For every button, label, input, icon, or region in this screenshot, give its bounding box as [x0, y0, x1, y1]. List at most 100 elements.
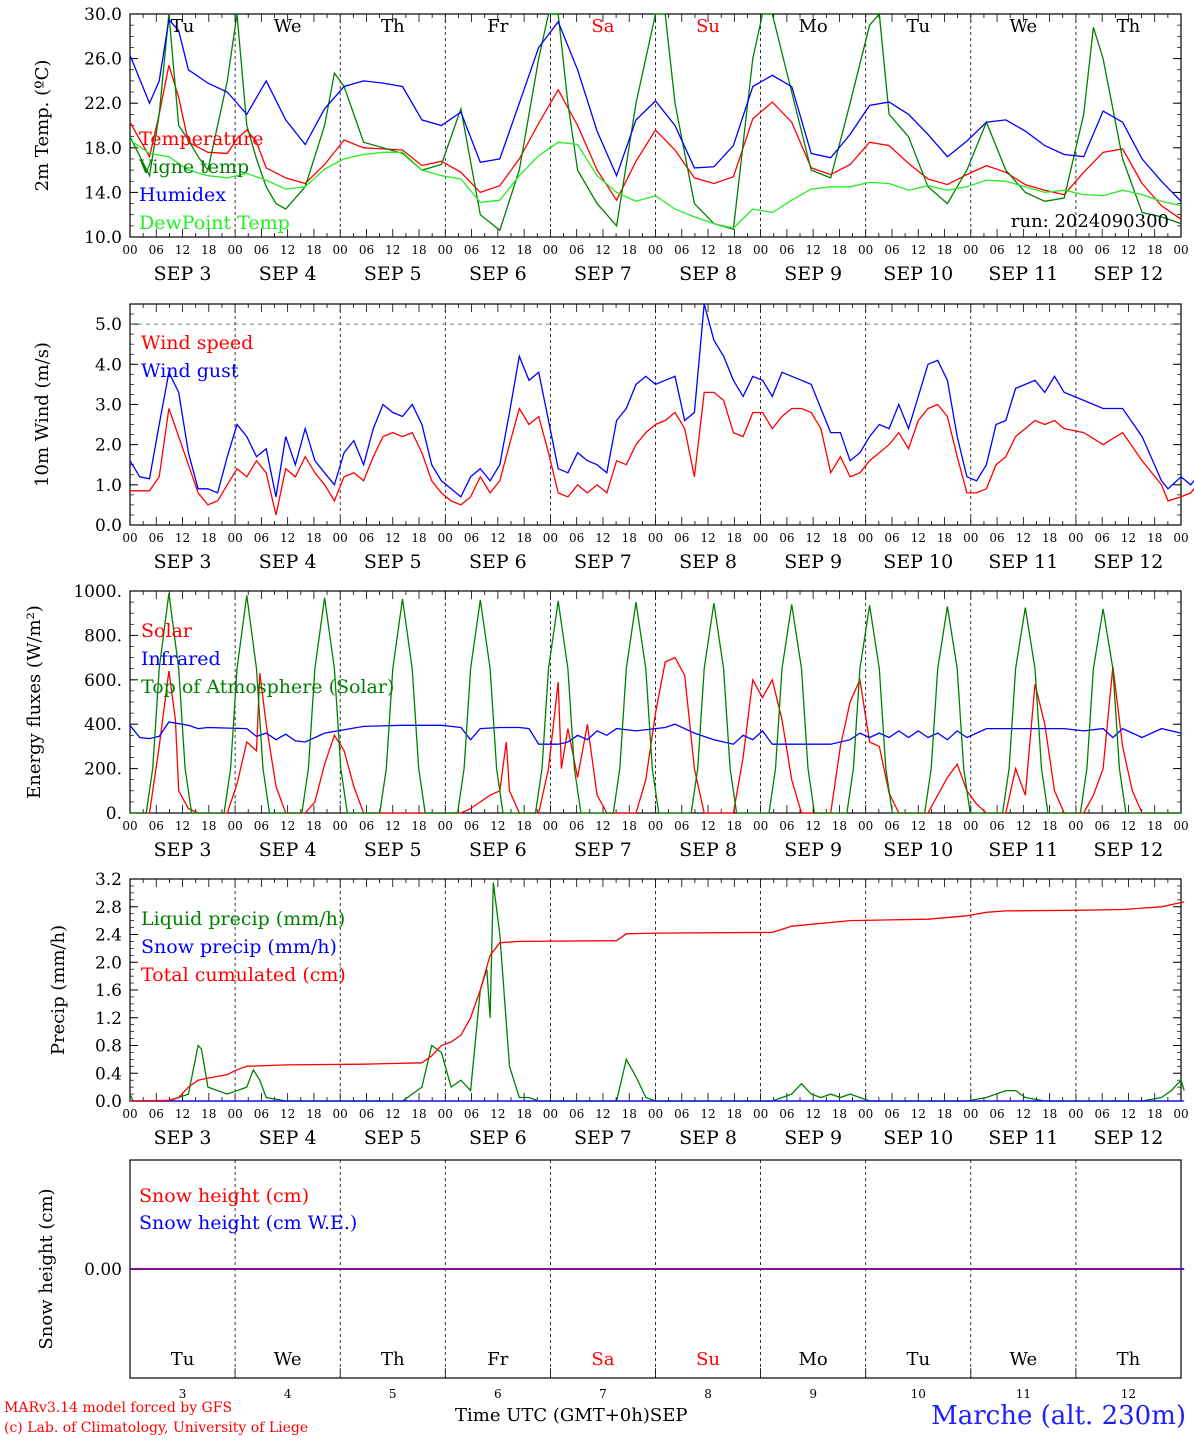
hour-tick-label: 00: [438, 243, 453, 257]
hour-tick-label: 06: [254, 1107, 269, 1121]
hour-tick-label: 00: [1068, 1107, 1083, 1121]
precip-legend-snow-precip-mm-h-: Snow precip (mm/h): [141, 936, 337, 958]
hour-tick-label: 06: [779, 531, 794, 545]
hour-tick-label: 18: [201, 1107, 216, 1121]
hour-tick-label: 06: [464, 819, 479, 833]
date-label: SEP 10: [883, 1127, 953, 1149]
hour-tick-label: 06: [149, 531, 164, 545]
hour-tick-label: 18: [727, 531, 742, 545]
precip-ytick-label: 2.0: [95, 953, 122, 973]
hour-tick-label: 18: [306, 1107, 321, 1121]
panel-wind: [129, 303, 1194, 526]
hour-tick-label: 06: [569, 1107, 584, 1121]
hour-tick-label: 12: [700, 1107, 715, 1121]
hour-tick-label: 12: [1016, 819, 1031, 833]
hour-tick-label: 00: [648, 1107, 663, 1121]
precip-ytick-label: 2.4: [95, 926, 122, 946]
temp-frame: [129, 13, 1182, 238]
snow-legend-snow-height-cm-: Snow height (cm): [139, 1185, 309, 1207]
date-label: SEP 6: [469, 1127, 527, 1149]
hour-tick-label: 12: [280, 243, 295, 257]
energy-series-infrared: [129, 721, 1182, 745]
hour-tick-label: 00: [1068, 819, 1083, 833]
hour-tick-label: 06: [149, 243, 164, 257]
precip-ylabel: Precip (mm/h): [48, 925, 69, 1055]
hour-tick-label: 12: [490, 1107, 505, 1121]
hour-tick-label: 00: [227, 531, 242, 545]
hour-tick-label: 12: [1016, 1107, 1031, 1121]
date-label: SEP 8: [679, 263, 737, 285]
hour-tick-label: 00: [227, 1107, 242, 1121]
time-axis-title: Time UTC (GMT+0h): [455, 1405, 650, 1426]
precip-ytick-label: 1.6: [95, 981, 122, 1001]
date-label: SEP 12: [1094, 551, 1164, 573]
wind-legend-wind-speed: Wind speed: [141, 332, 253, 354]
temp-legend-dewpoint-temp: DewPoint Temp: [139, 212, 290, 234]
month-label: SEP: [649, 1405, 688, 1426]
hour-tick-label: 18: [832, 1107, 847, 1121]
date-label: SEP 5: [364, 1127, 422, 1149]
temp-legend-temperature: Temperature: [139, 128, 263, 150]
hour-tick-label: 12: [175, 819, 190, 833]
panel-energy: [129, 590, 1182, 814]
date-label: SEP 9: [784, 263, 842, 285]
hour-tick-label: 12: [280, 819, 295, 833]
hour-tick-label: 06: [149, 819, 164, 833]
date-label: SEP 9: [784, 551, 842, 573]
snow-ytick-label: 0.00: [84, 1260, 122, 1280]
hour-tick-label: 12: [175, 531, 190, 545]
hour-tick-label: 00: [227, 243, 242, 257]
hour-tick-label: 18: [201, 819, 216, 833]
precip-legend-total-cumulated-cm-: Total cumulated (cm): [141, 964, 346, 986]
hour-tick-label: 18: [516, 819, 531, 833]
date-label: SEP 8: [679, 1127, 737, 1149]
hour-tick-label: 12: [490, 243, 505, 257]
hour-tick-label: 06: [359, 819, 374, 833]
hour-tick-label: 00: [122, 531, 137, 545]
date-label: SEP 12: [1094, 839, 1164, 861]
hour-tick-label: 12: [385, 531, 400, 545]
hour-tick-label: 12: [385, 243, 400, 257]
hour-tick-label: 18: [306, 819, 321, 833]
hour-tick-label: 00: [858, 1107, 873, 1121]
hour-tick-label: 00: [122, 243, 137, 257]
hour-tick-label: 06: [359, 1107, 374, 1121]
hour-tick-label: 18: [1042, 531, 1057, 545]
date-label: SEP 3: [154, 263, 212, 285]
weekday-label: Th: [381, 16, 405, 37]
hour-tick-label: 18: [622, 531, 637, 545]
date-label: SEP 10: [883, 551, 953, 573]
day-number-label: 5: [389, 1387, 397, 1401]
date-label: SEP 3: [154, 1127, 212, 1149]
hour-tick-label: 00: [648, 243, 663, 257]
hour-tick-label: 00: [543, 243, 558, 257]
hour-tick-label: 12: [1121, 1107, 1136, 1121]
hour-tick-label: 06: [674, 243, 689, 257]
day-number-label: 11: [1016, 1387, 1031, 1401]
wind-ytick-label: 0.0: [95, 516, 122, 536]
hour-tick-label: 00: [1173, 1107, 1188, 1121]
energy-legend-infrared: Infrared: [141, 648, 221, 670]
precip-ytick-label: 1.2: [95, 1009, 122, 1029]
hour-tick-label: 06: [254, 819, 269, 833]
hour-tick-label: 00: [1173, 531, 1188, 545]
hour-tick-label: 06: [254, 531, 269, 545]
hour-tick-label: 12: [1121, 819, 1136, 833]
date-label: SEP 11: [988, 839, 1058, 861]
date-label: SEP 7: [574, 839, 632, 861]
hour-tick-label: 00: [648, 819, 663, 833]
hour-tick-label: 00: [753, 819, 768, 833]
hour-tick-label: 12: [175, 243, 190, 257]
hour-tick-label: 00: [1173, 243, 1188, 257]
hour-tick-label: 12: [1121, 243, 1136, 257]
hour-tick-label: 12: [385, 819, 400, 833]
hour-tick-label: 00: [858, 243, 873, 257]
weekday-label: Fr: [487, 1349, 508, 1370]
temp-legend-vigne-temp: Vigne temp: [138, 156, 249, 178]
hour-tick-label: 00: [858, 531, 873, 545]
hour-tick-label: 12: [385, 1107, 400, 1121]
station-name: Marche (alt. 230m): [931, 1401, 1186, 1431]
weekday-label: Mo: [799, 16, 828, 37]
date-label: SEP 11: [988, 1127, 1058, 1149]
